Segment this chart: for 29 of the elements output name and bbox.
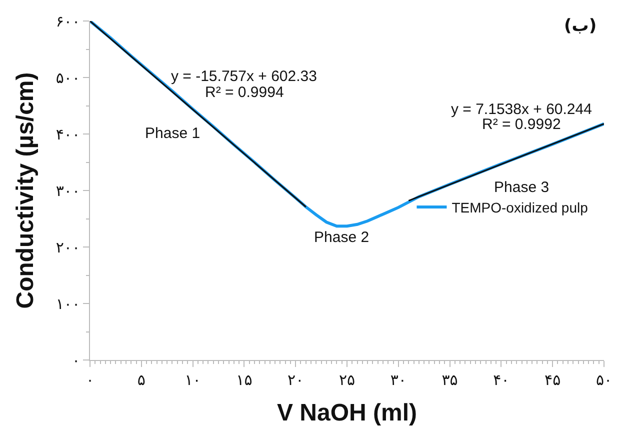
annotation: y = 7.1538x + 60.244 — [451, 101, 592, 118]
x-tick-label: ۵۰ — [596, 371, 612, 389]
legend-label: TEMPO-oxidized pulp — [452, 200, 588, 216]
y-tick-label: ۰ — [72, 351, 80, 370]
y-axis-title: Conductivity (µs/cm) — [12, 72, 39, 309]
x-tick-label: ۳۰ — [390, 371, 406, 389]
x-tick-label: ۲۵ — [338, 371, 356, 389]
x-tick-label: ۱۵ — [236, 371, 252, 389]
y-tick-label: ۱۰۰ — [56, 294, 80, 313]
y-tick-label: ۲۰۰ — [56, 238, 80, 256]
annotation: Phase 2 — [314, 229, 370, 246]
x-tick-label: ۴۵ — [544, 371, 561, 389]
annotation: Phase 1 — [145, 125, 200, 142]
x-tick-label: ۰ — [86, 371, 94, 389]
x-tick-label: ۴۰ — [493, 371, 510, 389]
x-tick-label: ۳۵ — [442, 371, 458, 389]
x-axis-title: V NaOH (ml) — [276, 399, 418, 426]
y-tick-label: ۵۰۰ — [56, 68, 80, 87]
annotation: R² = 0.9992 — [482, 116, 561, 133]
x-tick-label: ۱۰ — [184, 371, 201, 389]
annotation: R² = 0.9994 — [205, 84, 284, 101]
annotation: y = -15.757x + 602.33 — [171, 68, 317, 85]
y-tick-label: ۶۰۰ — [56, 12, 80, 30]
annotation: (ب) — [564, 16, 597, 36]
y-tick-label: ۳۰۰ — [56, 182, 80, 200]
y-tick-label: ۴۰۰ — [56, 125, 80, 144]
x-tick-label: ۲۰ — [288, 371, 304, 389]
annotation: Phase 3 — [494, 179, 550, 196]
x-tick-label: ۵ — [137, 371, 146, 389]
